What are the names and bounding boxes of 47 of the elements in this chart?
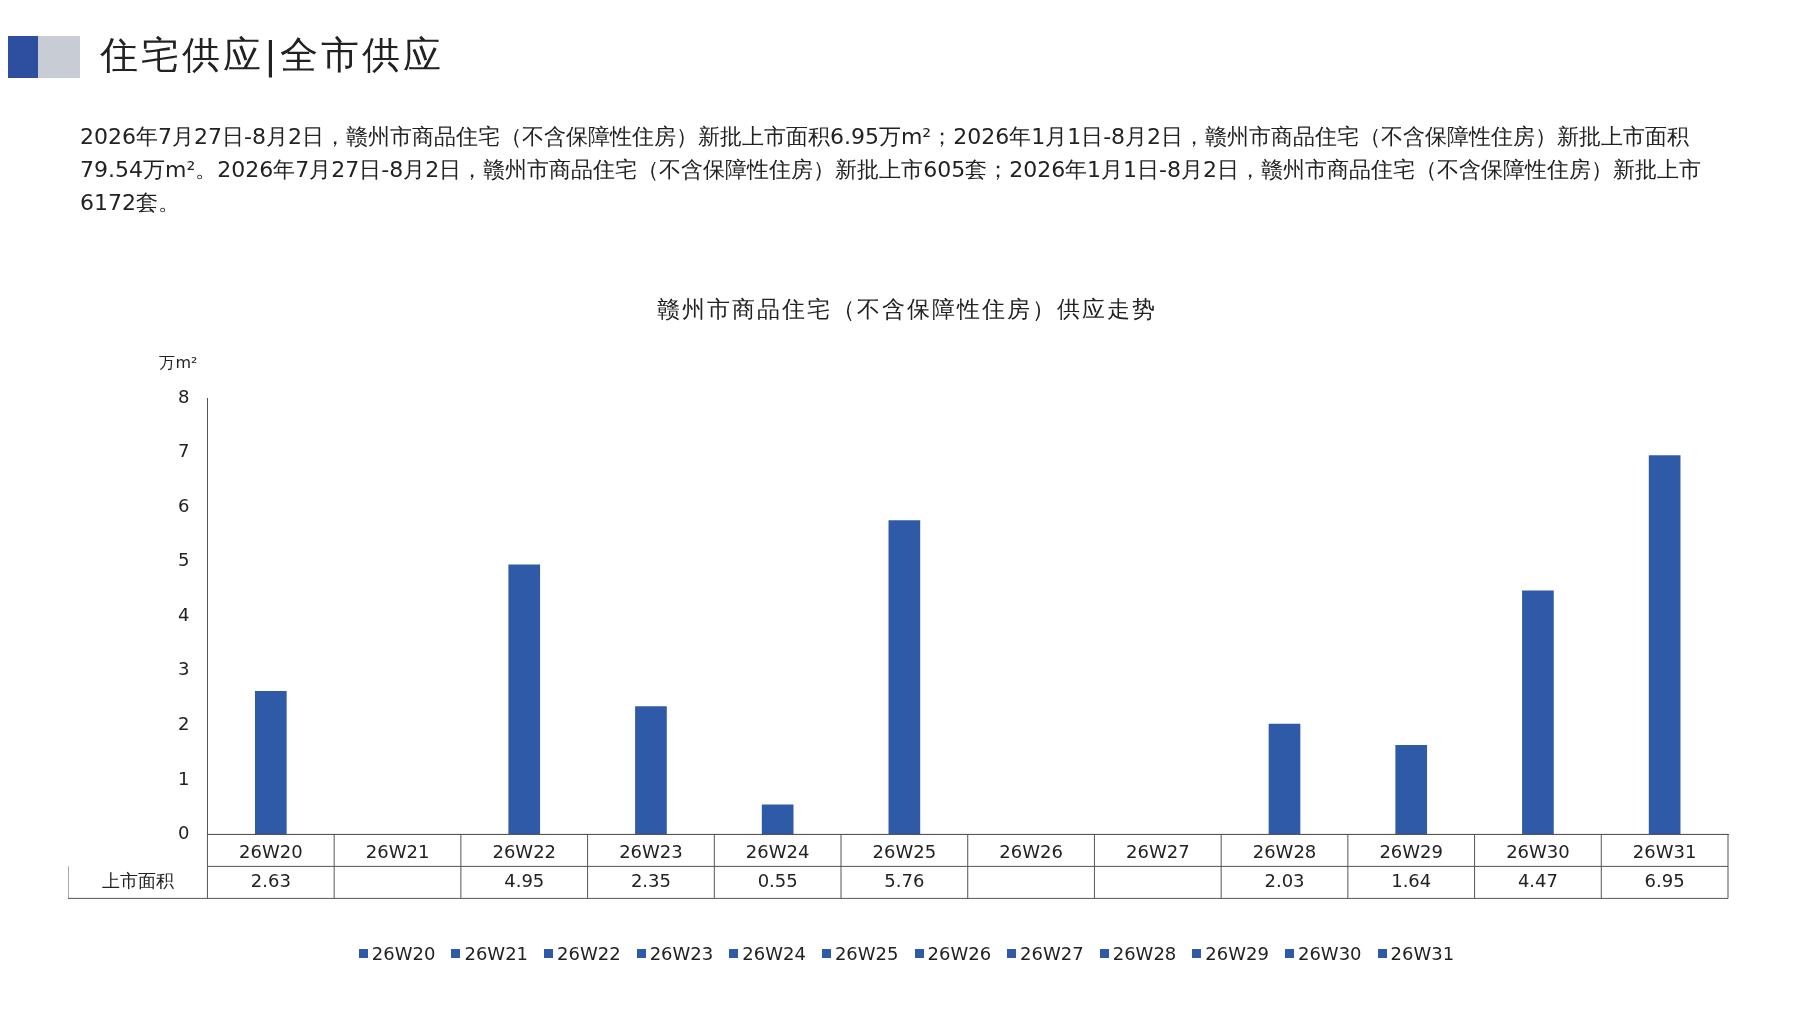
x-tick-label: 26W25 [872,840,937,862]
data-label: 2.03 [1264,870,1305,892]
x-tick-label: 26W26 [999,840,1063,862]
category-label: 26W31 [1390,943,1455,964]
category-label: 26W27 [1020,943,1084,964]
x-tick-label: 26W29 [1379,840,1444,862]
category-label: 26W23 [649,943,714,964]
text: 上市面积 [101,870,174,892]
y-tick-label: 1 [178,767,190,789]
y-tick-label: 3 [178,658,190,680]
chart-title: 住宅供应|全市供应 [100,32,444,80]
category-label: 26W24 [742,943,806,964]
category-label: 26W21 [464,943,529,964]
data-label: 4.47 [1517,870,1558,892]
x-tick-label: 26W30 [1506,840,1570,862]
y-tick-label: 7 [178,440,190,462]
y-tick-label: 8 [178,385,190,407]
x-tick-label: 26W23 [619,840,683,862]
chart-subtitle: 赣州市商品住宅（不含保障性住房）供应走势 [655,295,1158,324]
data-label: 1.64 [1391,870,1432,892]
category-label: 26W20 [371,943,436,964]
y-axis-title: 万m² [159,353,198,373]
x-tick-label: 26W20 [239,840,303,862]
category-label: 26W26 [927,943,992,964]
y-tick-label: 2 [178,712,190,734]
y-tick-label: 0 [178,822,190,844]
x-tick-label: 26W21 [365,840,430,862]
x-tick-label: 26W31 [1632,840,1697,862]
x-tick-label: 26W24 [745,840,810,862]
x-tick-label: 26W22 [492,840,557,862]
category-label: 26W25 [834,943,899,964]
text: 2026年7月27日-8月2日，赣州市商品住宅（不含保障性住房）新批上市面积6.95万m²；2026年1月1日-8月2日，赣州市商品住宅（不含保障性住房）新批上市面积79.54万m²。2026年7月27日-8月2日，赣州市商品住宅（不含保障性住房）新批上市605套；2026年1月1日-8月2日，赣州市商品住宅（不含保障性住房）新批上市6172套。 [80,123,1703,217]
x-tick-label: 26W27 [1125,840,1190,862]
y-tick-label: 4 [178,603,190,625]
data-label: 0.55 [757,870,798,892]
category-label: 26W28 [1112,943,1177,964]
category-label: 26W22 [557,943,621,964]
data-label: 2.63 [250,870,291,892]
y-tick-label: 6 [178,494,190,516]
y-tick-label: 5 [178,549,190,571]
x-tick-label: 26W28 [1252,840,1317,862]
data-label: 6.95 [1644,870,1685,892]
category-label: 26W30 [1297,943,1362,964]
data-label: 5.76 [884,870,925,892]
data-label: 4.95 [504,870,545,892]
data-label: 2.35 [630,870,671,892]
category-label: 26W29 [1205,943,1269,964]
